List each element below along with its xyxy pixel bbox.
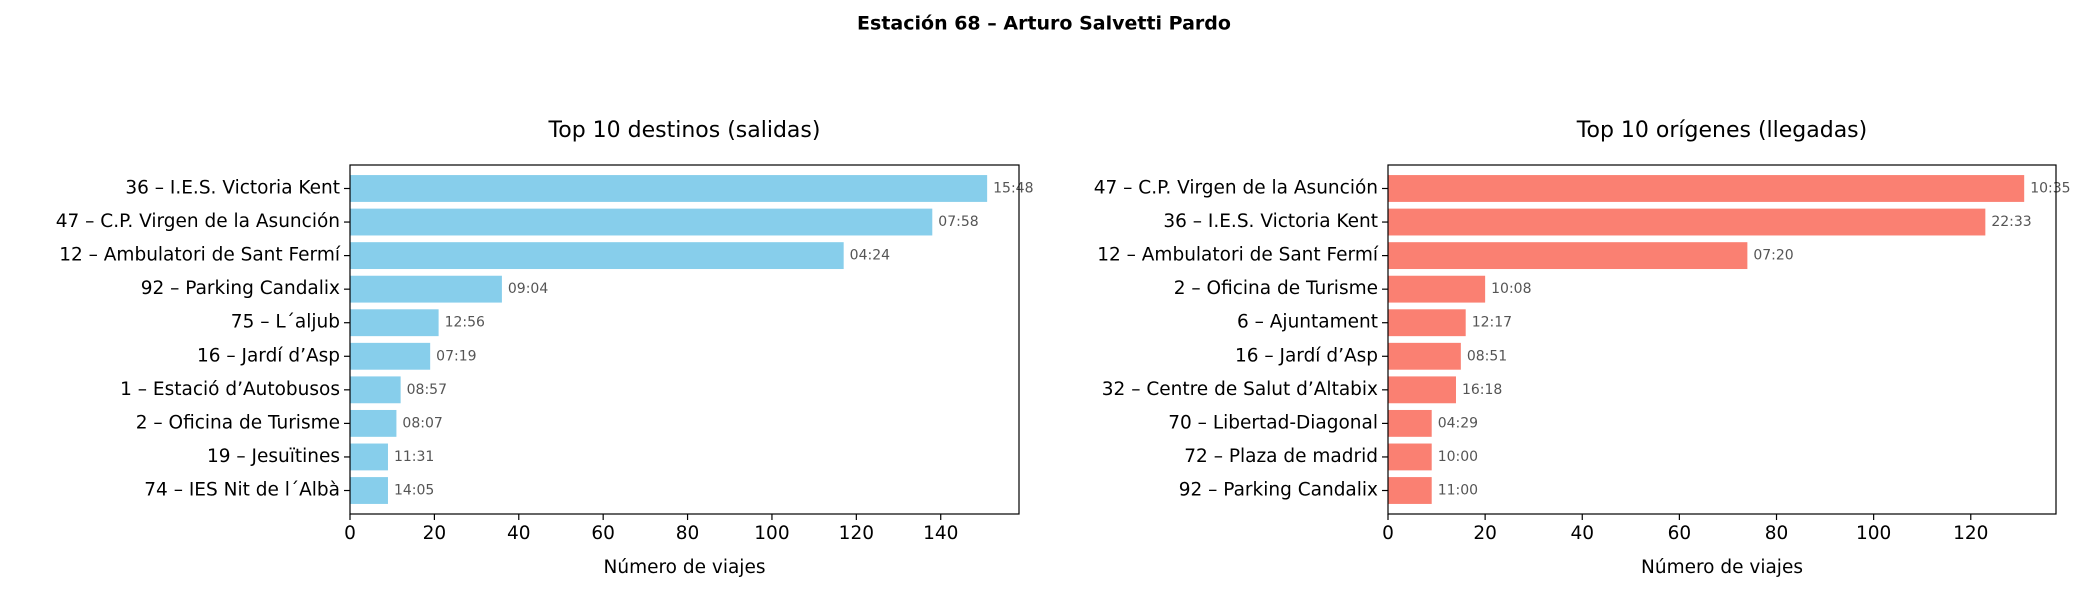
bar-label: 04:29: [1438, 415, 1478, 431]
x-tick-label: 0: [344, 523, 356, 544]
bar: [1388, 342, 1461, 370]
x-axis-label: Número de viajes: [604, 557, 766, 578]
x-tick-label: 0: [1382, 523, 1394, 544]
bar-label: 07:20: [1753, 248, 1793, 264]
bar-label: 12:56: [445, 315, 485, 331]
bar: [1388, 409, 1432, 437]
y-tick-label: 2 – Oficina de Turisme: [1174, 278, 1378, 299]
bar-label: 10:00: [1438, 449, 1478, 465]
y-tick-label: 36 – I.E.S. Victoria Kent: [1163, 211, 1378, 232]
bar-label: 15:48: [993, 180, 1033, 196]
x-tick-label: 100: [754, 523, 789, 544]
y-tick-label: 19 – Jesuïtines: [207, 446, 340, 467]
bar: [1388, 309, 1466, 337]
x-tick-label: 100: [1856, 523, 1891, 544]
bar: [350, 175, 988, 202]
y-tick-label: 1 – Estació d’Autobusos: [120, 379, 340, 400]
bar: [1388, 477, 1432, 504]
x-tick-label: 60: [591, 523, 615, 544]
bar-label: 08:07: [402, 415, 442, 431]
bar: [350, 309, 439, 337]
y-tick-label: 70 – Libertad-Diagonal: [1168, 412, 1378, 433]
bar: [1388, 242, 1748, 270]
chart-title: Top 10 orígenes (llegadas): [1576, 118, 1867, 143]
bar: [1388, 275, 1486, 303]
y-tick-label: 6 – Ajuntament: [1237, 312, 1378, 333]
bar-label: 11:31: [394, 449, 434, 465]
bar-label: 07:19: [436, 348, 476, 364]
chart-title: Top 10 destinos (salidas): [548, 118, 821, 143]
y-tick-label: 2 – Oficina de Turisme: [136, 412, 340, 433]
x-tick-label: 120: [839, 523, 874, 544]
x-tick-label: 20: [423, 523, 447, 544]
x-tick-label: 120: [1953, 523, 1988, 544]
bar: [1388, 443, 1432, 471]
bar-label: 22:33: [1991, 214, 2031, 230]
axes-frame: [349, 164, 1020, 515]
bar: [350, 242, 844, 270]
x-tick-label: 80: [1765, 523, 1789, 544]
bar: [350, 443, 388, 471]
y-tick-label: 16 – Jardí d’Asp: [1235, 345, 1378, 366]
bar-label: 09:04: [508, 281, 548, 297]
x-tick-label: 80: [676, 523, 700, 544]
y-tick-label: 92 – Parking Candalix: [141, 278, 340, 299]
figure-title: Estación 68 – Arturo Salvetti Pardo: [857, 13, 1231, 35]
bar: [1388, 175, 2025, 202]
bar-label: 16:18: [1462, 382, 1502, 398]
bar-label: 14:05: [394, 483, 434, 499]
bar: [350, 208, 933, 236]
bar-label: 11:00: [1438, 483, 1478, 499]
y-tick-label: 36 – I.E.S. Victoria Kent: [125, 177, 340, 198]
y-tick-label: 16 – Jardí d’Asp: [197, 345, 340, 366]
bar-label: 12:17: [1472, 315, 1512, 331]
bar: [1388, 208, 1986, 236]
bar-label: 10:08: [1491, 281, 1531, 297]
bar-label: 07:58: [938, 214, 978, 230]
axes-frame: [1387, 164, 2057, 515]
x-tick-label: 140: [923, 523, 958, 544]
y-tick-label: 72 – Plaza de madrid: [1184, 446, 1378, 467]
bar: [350, 477, 388, 504]
y-tick-label: 32 – Centre de Salut d’Altabix: [1102, 379, 1378, 400]
y-tick-label: 75 – L´aljub: [231, 312, 340, 333]
x-tick-label: 60: [1668, 523, 1692, 544]
bar-label: 08:57: [407, 382, 447, 398]
bar-label: 04:24: [850, 248, 890, 264]
y-tick-label: 12 – Ambulatori de Sant Fermí: [59, 245, 341, 266]
y-tick-label: 47 – C.P. Virgen de la Asunción: [1094, 177, 1378, 198]
y-tick-label: 92 – Parking Candalix: [1179, 480, 1378, 501]
bar: [350, 376, 401, 404]
x-tick-label: 40: [1570, 523, 1594, 544]
bar-label: 08:51: [1467, 348, 1507, 364]
x-tick-label: 40: [507, 523, 531, 544]
bar-label: 10:35: [2030, 180, 2070, 196]
x-axis-label: Número de viajes: [1641, 557, 1803, 578]
bar: [350, 275, 502, 303]
bar: [1388, 376, 1456, 404]
bar: [350, 342, 431, 370]
bar: [350, 409, 397, 437]
y-tick-label: 74 – IES Nit de l´Albà: [144, 480, 340, 501]
y-tick-label: 47 – C.P. Virgen de la Asunción: [56, 211, 340, 232]
y-tick-label: 12 – Ambulatori de Sant Fermí: [1097, 245, 1379, 266]
x-tick-label: 20: [1473, 523, 1497, 544]
